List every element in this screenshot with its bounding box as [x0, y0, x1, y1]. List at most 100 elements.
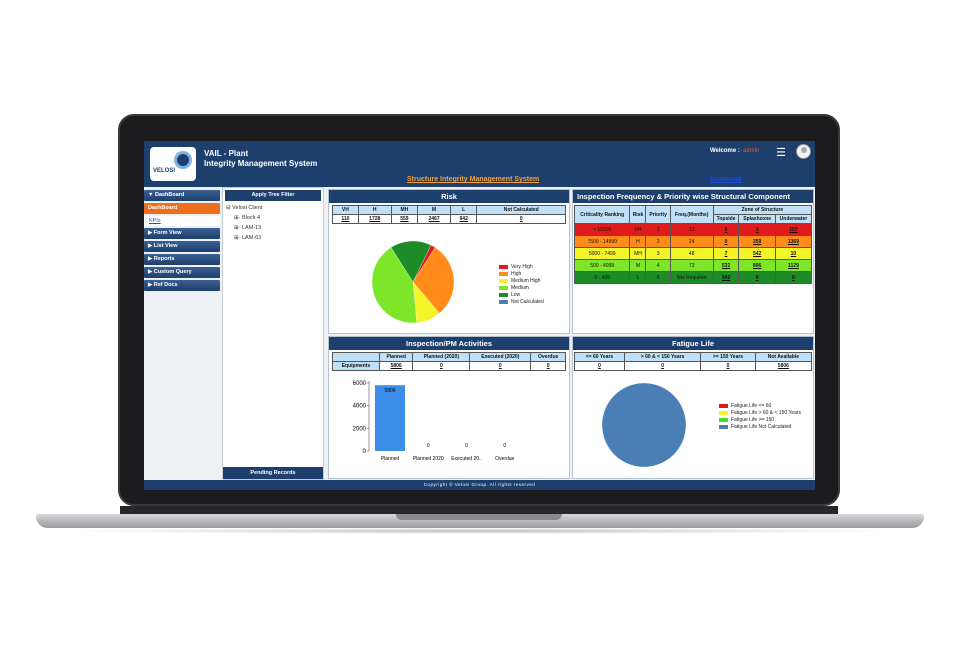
legend-swatch [719, 418, 728, 422]
legend-swatch [719, 425, 728, 429]
tree-node-block4[interactable]: ⊞· Block 4 [234, 215, 261, 221]
sidebar-item-list-view[interactable]: ▶ List View [144, 241, 220, 252]
y-tick-label: 6000 [353, 381, 367, 387]
bar-planned[interactable] [375, 385, 405, 451]
risk-pie-chart[interactable] [353, 234, 473, 330]
zone-header: Underwater [774, 214, 813, 224]
fatigue-value[interactable]: 5806 [754, 361, 813, 371]
inspection-pm-panel: Inspection/PM Activities Planned Planned … [328, 336, 570, 479]
freq-cell-risk: MH [629, 247, 647, 260]
inspection-pm-bar-chart[interactable]: 0 2000 4000 6000 5806 Planned 0 Planned 2020 0 Ex… [339, 375, 559, 475]
freq-cell-priority: 3 [645, 247, 671, 260]
freq-row: 5000 - 7499 MH 3 48 7 542 10 [573, 247, 813, 260]
freq-cell-splash[interactable]: 1 [738, 223, 776, 236]
pie-slice-high[interactable] [412, 247, 455, 314]
fatigue-title: Fatigue Life [573, 337, 813, 350]
sidebar-item-kpis[interactable]: KPIs [144, 216, 221, 226]
freq-cell-splash[interactable]: 806 [738, 259, 776, 272]
tree-node-lam63[interactable]: ⊞· LAM-63 [234, 235, 262, 241]
freq-cell-under[interactable]: 107 [774, 223, 813, 236]
fatigue-value[interactable]: 0 [700, 361, 756, 371]
tree-node-lam13[interactable]: ⊞· LAM-13 [234, 225, 262, 231]
avatar[interactable] [796, 144, 811, 159]
risk-header: M [417, 205, 451, 215]
freq-cell-splash[interactable]: 542 [738, 247, 776, 260]
pm-row-label: Equipments [332, 361, 380, 371]
apply-tree-filter-button[interactable]: Apply Tree Filter [225, 190, 321, 201]
freq-cell-freq: 12 [669, 223, 714, 236]
tree-panel: Apply Tree Filter ⊟ Velosi Client ⊞· Blo… [222, 187, 324, 480]
freq-cell-rank: > 15000 [573, 223, 631, 236]
risk-header: L [449, 205, 478, 215]
freq-cell-risk: L [629, 271, 647, 284]
sidebar-item-form-view[interactable]: ▶ Form View [144, 228, 220, 239]
freq-cell-splash[interactable]: 0 [738, 271, 776, 284]
freq-cell-under[interactable]: 1369 [774, 235, 813, 248]
fatigue-legend: Fatigue Life <= 60 Fatigue Life > 60 & < … [719, 403, 809, 431]
bar-value-label: 0 [503, 443, 506, 449]
freq-cell-under[interactable]: 1129 [774, 259, 813, 272]
freq-header: Priority [645, 205, 671, 224]
fatigue-pie-chart[interactable] [589, 377, 699, 473]
sidebar-item-reports[interactable]: ▶ Reports [144, 254, 220, 265]
legend-label: High [511, 271, 522, 277]
pie-slice-low[interactable] [390, 240, 432, 283]
freq-cell-topside[interactable]: 532 [712, 259, 740, 272]
sidebar-item-custom-query[interactable]: ▶ Custom Query [144, 267, 220, 278]
sidebar-item-dashboard[interactable]: DashBoard [144, 203, 220, 214]
laptop-base [36, 514, 924, 528]
freq-cell-priority: 1 [645, 223, 671, 236]
freq-cell-topside[interactable]: 0 [712, 223, 740, 236]
freq-cell-splash[interactable]: 359 [738, 235, 776, 248]
fatigue-value[interactable]: 0 [623, 361, 702, 371]
inspection-pm-table: Planned Planned (2020) Executed (2020) Over… [332, 352, 566, 371]
welcome-label: Welcome : [710, 148, 740, 154]
inspection-pm-title: Inspection/PM Activities [329, 337, 569, 350]
risk-header: Not Calculated [476, 205, 566, 215]
legend-swatch [719, 404, 728, 408]
freq-cell-topside[interactable]: 0 [712, 235, 740, 248]
velosi-logo[interactable]: VELOSI [150, 147, 196, 181]
fatigue-value[interactable]: 0 [574, 361, 625, 371]
freq-cell-topside[interactable]: 7 [712, 247, 740, 260]
pm-value-planned-2020[interactable]: 0 [412, 361, 471, 371]
inspection-frequency-panel: Inspection Frequency & Priority wise Str… [572, 189, 814, 334]
pm-value-overdue[interactable]: 0 [530, 361, 566, 371]
legend-label: Low [511, 292, 521, 298]
app-name: VAIL - Plant [204, 149, 249, 158]
pie-slice-medium[interactable] [371, 247, 418, 324]
pie-slice-fatigue-life-not-calculated[interactable] [601, 382, 687, 468]
bar-value-label: 0 [465, 443, 468, 449]
risk-value-m[interactable]: 2467 [417, 214, 451, 224]
freq-cell-priority: 4 [645, 259, 671, 272]
fatigue-panel: Fatigue Life <= 60 Years > 60 & < 150 Yea… [572, 336, 814, 479]
hamburger-menu-icon[interactable]: ☰ [776, 147, 786, 159]
freq-cell-topside[interactable]: 942 [712, 271, 740, 284]
pending-records-button[interactable]: Pending Records [223, 467, 323, 479]
risk-header: H [357, 205, 392, 215]
system-link[interactable]: Structure Integrity Management System [407, 176, 540, 183]
tree-node-root[interactable]: ⊟ Velosi Client [226, 205, 263, 211]
dashboard-link[interactable]: Dashboard [710, 177, 742, 183]
pm-value-executed-2020[interactable]: 0 [469, 361, 532, 371]
sidebar-item-dashboard-group[interactable]: ▼ DashBoard [144, 190, 220, 201]
freq-cell-rank: 0 - 499 [573, 271, 631, 284]
freq-cell-under[interactable]: 0 [774, 271, 813, 284]
risk-value-l[interactable]: 942 [449, 214, 478, 224]
logo-text: VELOSI [153, 168, 176, 174]
risk-value-vh[interactable]: 110 [332, 214, 359, 224]
freq-cell-freq: 24 [669, 235, 714, 248]
freq-cell-rank: 7500 - 14999 [573, 235, 631, 248]
legend-label: Not Calculated [511, 299, 544, 305]
risk-value-h[interactable]: 1728 [357, 214, 392, 224]
fatigue-header: <= 60 Years [574, 352, 625, 362]
risk-value-nc[interactable]: 0 [476, 214, 566, 224]
username[interactable]: admin [742, 148, 760, 154]
risk-value-mh[interactable]: 559 [390, 214, 419, 224]
sidebar-item-ref-docs[interactable]: ▶ Ref Docs [144, 280, 220, 291]
pm-value-planned[interactable]: 5806 [378, 361, 414, 371]
legend-swatch [499, 272, 508, 276]
pm-header: Planned [378, 352, 414, 362]
freq-cell-under[interactable]: 10 [774, 247, 813, 260]
app-header: VELOSI VAIL - Plant Integrity Management… [144, 141, 815, 187]
